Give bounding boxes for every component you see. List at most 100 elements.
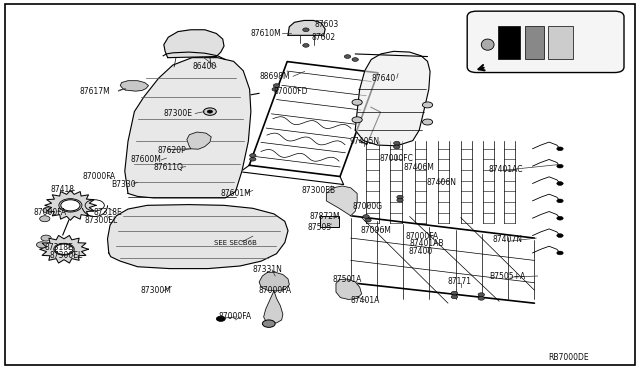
Text: 88698M: 88698M [260,72,291,81]
Circle shape [422,119,433,125]
Text: 87096M: 87096M [361,226,392,235]
Circle shape [363,215,369,218]
Bar [498,26,520,59]
Circle shape [273,84,280,87]
Circle shape [557,182,563,185]
Text: 87401AC: 87401AC [488,165,523,174]
Circle shape [397,198,403,202]
Text: 87000FA: 87000FA [259,286,292,295]
Text: 87601M: 87601M [220,189,251,198]
Polygon shape [355,51,430,146]
Polygon shape [45,190,96,220]
Bar [525,26,544,59]
Text: 87000FD: 87000FD [274,87,308,96]
Ellipse shape [481,39,494,50]
Polygon shape [108,205,288,269]
Circle shape [557,147,563,151]
Text: 87603: 87603 [314,20,339,29]
Text: 87000FA: 87000FA [83,172,116,181]
Text: 87872M: 87872M [310,212,340,221]
FancyBboxPatch shape [467,11,624,73]
Text: 87406M: 87406M [404,163,435,172]
Text: RB7000DE: RB7000DE [548,353,589,362]
Text: 87640: 87640 [372,74,396,83]
Text: 87300M: 87300M [140,286,171,295]
Text: 87602: 87602 [311,33,335,42]
Circle shape [478,296,484,300]
Circle shape [394,141,400,145]
Circle shape [207,110,212,113]
Circle shape [451,295,458,299]
Circle shape [557,234,563,237]
Text: 87300EL: 87300EL [84,216,118,225]
Text: 87331N: 87331N [253,265,282,274]
Text: 87406N: 87406N [427,178,456,187]
Text: 87407N: 87407N [493,235,522,244]
Text: 87000FA: 87000FA [219,312,252,321]
Circle shape [250,154,256,157]
Text: 87418: 87418 [50,185,74,194]
Circle shape [352,99,362,105]
Polygon shape [164,30,224,58]
Polygon shape [288,20,325,35]
Text: 87600M: 87600M [131,155,161,164]
Text: 87505: 87505 [308,223,332,232]
Text: 87000FA: 87000FA [33,208,67,217]
Text: 87300E: 87300E [163,109,193,118]
Circle shape [55,244,73,254]
Bar [548,26,573,59]
Text: B7505+A: B7505+A [490,272,525,280]
Text: 87318E: 87318E [93,208,122,217]
Bar [320,216,339,227]
Text: 87000FC: 87000FC [380,154,413,163]
Text: SEE SECB6B: SEE SECB6B [214,240,257,246]
Polygon shape [336,279,362,299]
Text: 87000G: 87000G [353,202,383,211]
Circle shape [557,251,563,255]
Text: 86400: 86400 [193,62,217,71]
Polygon shape [125,58,251,198]
Text: 87171: 87171 [447,278,472,286]
Circle shape [451,291,458,295]
Text: 87611Q: 87611Q [154,163,183,172]
Circle shape [303,44,309,47]
Text: 87300EL: 87300EL [49,251,83,260]
Text: 87610M: 87610M [250,29,281,38]
Circle shape [61,200,80,211]
Circle shape [557,199,563,203]
Text: 87501A: 87501A [333,275,362,283]
Circle shape [422,102,433,108]
Text: 87617M: 87617M [79,87,110,96]
Circle shape [478,293,484,296]
Text: 97405N: 97405N [349,137,380,146]
Polygon shape [120,81,148,91]
Circle shape [204,108,216,115]
Text: B7330: B7330 [111,180,136,189]
Circle shape [397,195,403,199]
Circle shape [40,216,50,222]
Text: 87401AB: 87401AB [410,239,444,248]
Circle shape [365,218,371,222]
Circle shape [250,157,256,161]
Circle shape [36,242,47,248]
Polygon shape [187,132,211,149]
Text: 87401A: 87401A [350,296,380,305]
Text: 87000FA: 87000FA [406,232,439,241]
Polygon shape [40,235,88,263]
Text: 87620P: 87620P [157,146,186,155]
Text: 87318E: 87318E [45,243,73,252]
Circle shape [262,320,275,327]
Polygon shape [264,291,283,323]
Text: 87300EB: 87300EB [301,186,336,195]
Circle shape [344,55,351,58]
Circle shape [216,316,225,321]
Polygon shape [259,272,289,291]
Circle shape [272,87,278,91]
Circle shape [394,145,400,149]
Polygon shape [326,186,357,216]
Circle shape [303,28,309,32]
Text: 87400: 87400 [409,247,433,256]
Circle shape [352,117,362,123]
Circle shape [557,217,563,220]
Circle shape [41,235,51,241]
